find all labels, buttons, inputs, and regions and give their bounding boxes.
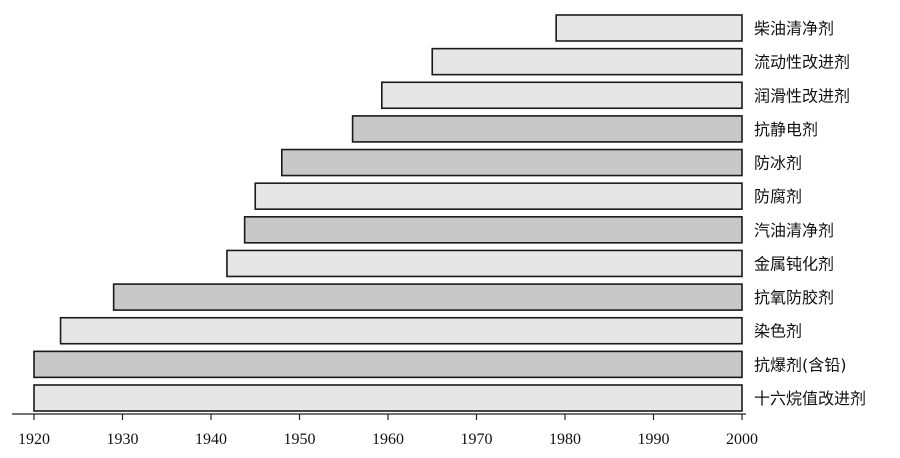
bars-layer (33, 14, 743, 412)
category-label-6: 汽油清净剂 (754, 221, 834, 240)
category-label-0: 柴油清净剂 (754, 19, 834, 38)
bar-9 (59, 316, 743, 345)
bar-6 (243, 216, 743, 244)
category-label-11: 十六烷值改进剂 (754, 389, 866, 408)
bar-11 (33, 384, 743, 412)
x-tick-label-4: 1960 (372, 431, 404, 448)
bar-2 (381, 81, 743, 110)
category-label-4: 防冰剂 (754, 154, 802, 173)
category-labels-layer: 柴油清净剂流动性改进剂润滑性改进剂抗静电剂防冰剂防腐剂汽油清净剂金属钝化剂抗氧防… (754, 19, 866, 408)
x-tick-label-0: 1920 (18, 431, 50, 448)
category-label-9: 染色剂 (754, 322, 802, 341)
category-label-1: 流动性改进剂 (754, 53, 850, 72)
bar-5 (254, 182, 743, 210)
x-tick-label-7: 1990 (638, 431, 670, 448)
bar-4 (280, 148, 743, 177)
category-label-8: 抗氧防胶剂 (754, 288, 834, 307)
bar-3 (351, 115, 743, 143)
bar-10 (33, 350, 743, 379)
category-label-2: 润滑性改进剂 (754, 86, 850, 105)
category-label-5: 防腐剂 (754, 187, 802, 206)
x-axis: 1920 1930 1940 1950 1960 1970 1980 1990 2000 (12, 413, 758, 448)
x-tick-label-5: 1970 (461, 431, 493, 448)
x-tick-label-1: 1930 (107, 431, 139, 448)
x-tick-label-6: 1980 (549, 431, 581, 448)
category-label-10: 抗爆剂(含铅) (754, 355, 847, 374)
category-label-7: 金属钝化剂 (754, 254, 834, 273)
x-tick-label-2: 1940 (195, 431, 227, 448)
bar-1 (431, 47, 743, 76)
x-tick-label-3: 1950 (284, 431, 316, 448)
x-tick-label-8: 2000 (726, 431, 758, 448)
bar-7 (226, 249, 743, 278)
bar-0 (555, 14, 743, 42)
category-label-3: 抗静电剂 (754, 120, 818, 139)
bar-8 (112, 283, 743, 311)
